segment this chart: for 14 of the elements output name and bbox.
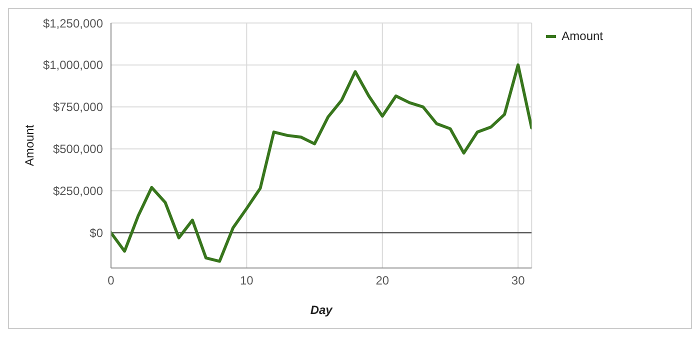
x-tick-label: 10 [240, 274, 254, 288]
x-axis-title: Day [310, 303, 334, 317]
line-series [111, 63, 532, 263]
legend-label: Amount [560, 29, 603, 43]
y-tick-label: $1,250,000 [42, 16, 104, 30]
y-tick-label: $750,000 [52, 100, 104, 114]
y-tick-label: $500,000 [52, 142, 104, 156]
y-tick-label: $1,000,000 [42, 58, 104, 72]
y-tick-label: $0 [90, 226, 104, 240]
x-tick-label: 20 [376, 274, 390, 288]
x-tick-label: 30 [511, 274, 526, 288]
y-tick-label: $250,000 [52, 184, 104, 198]
y-axis-title: Amount [22, 124, 36, 166]
x-tick-label: 0 [108, 274, 115, 288]
